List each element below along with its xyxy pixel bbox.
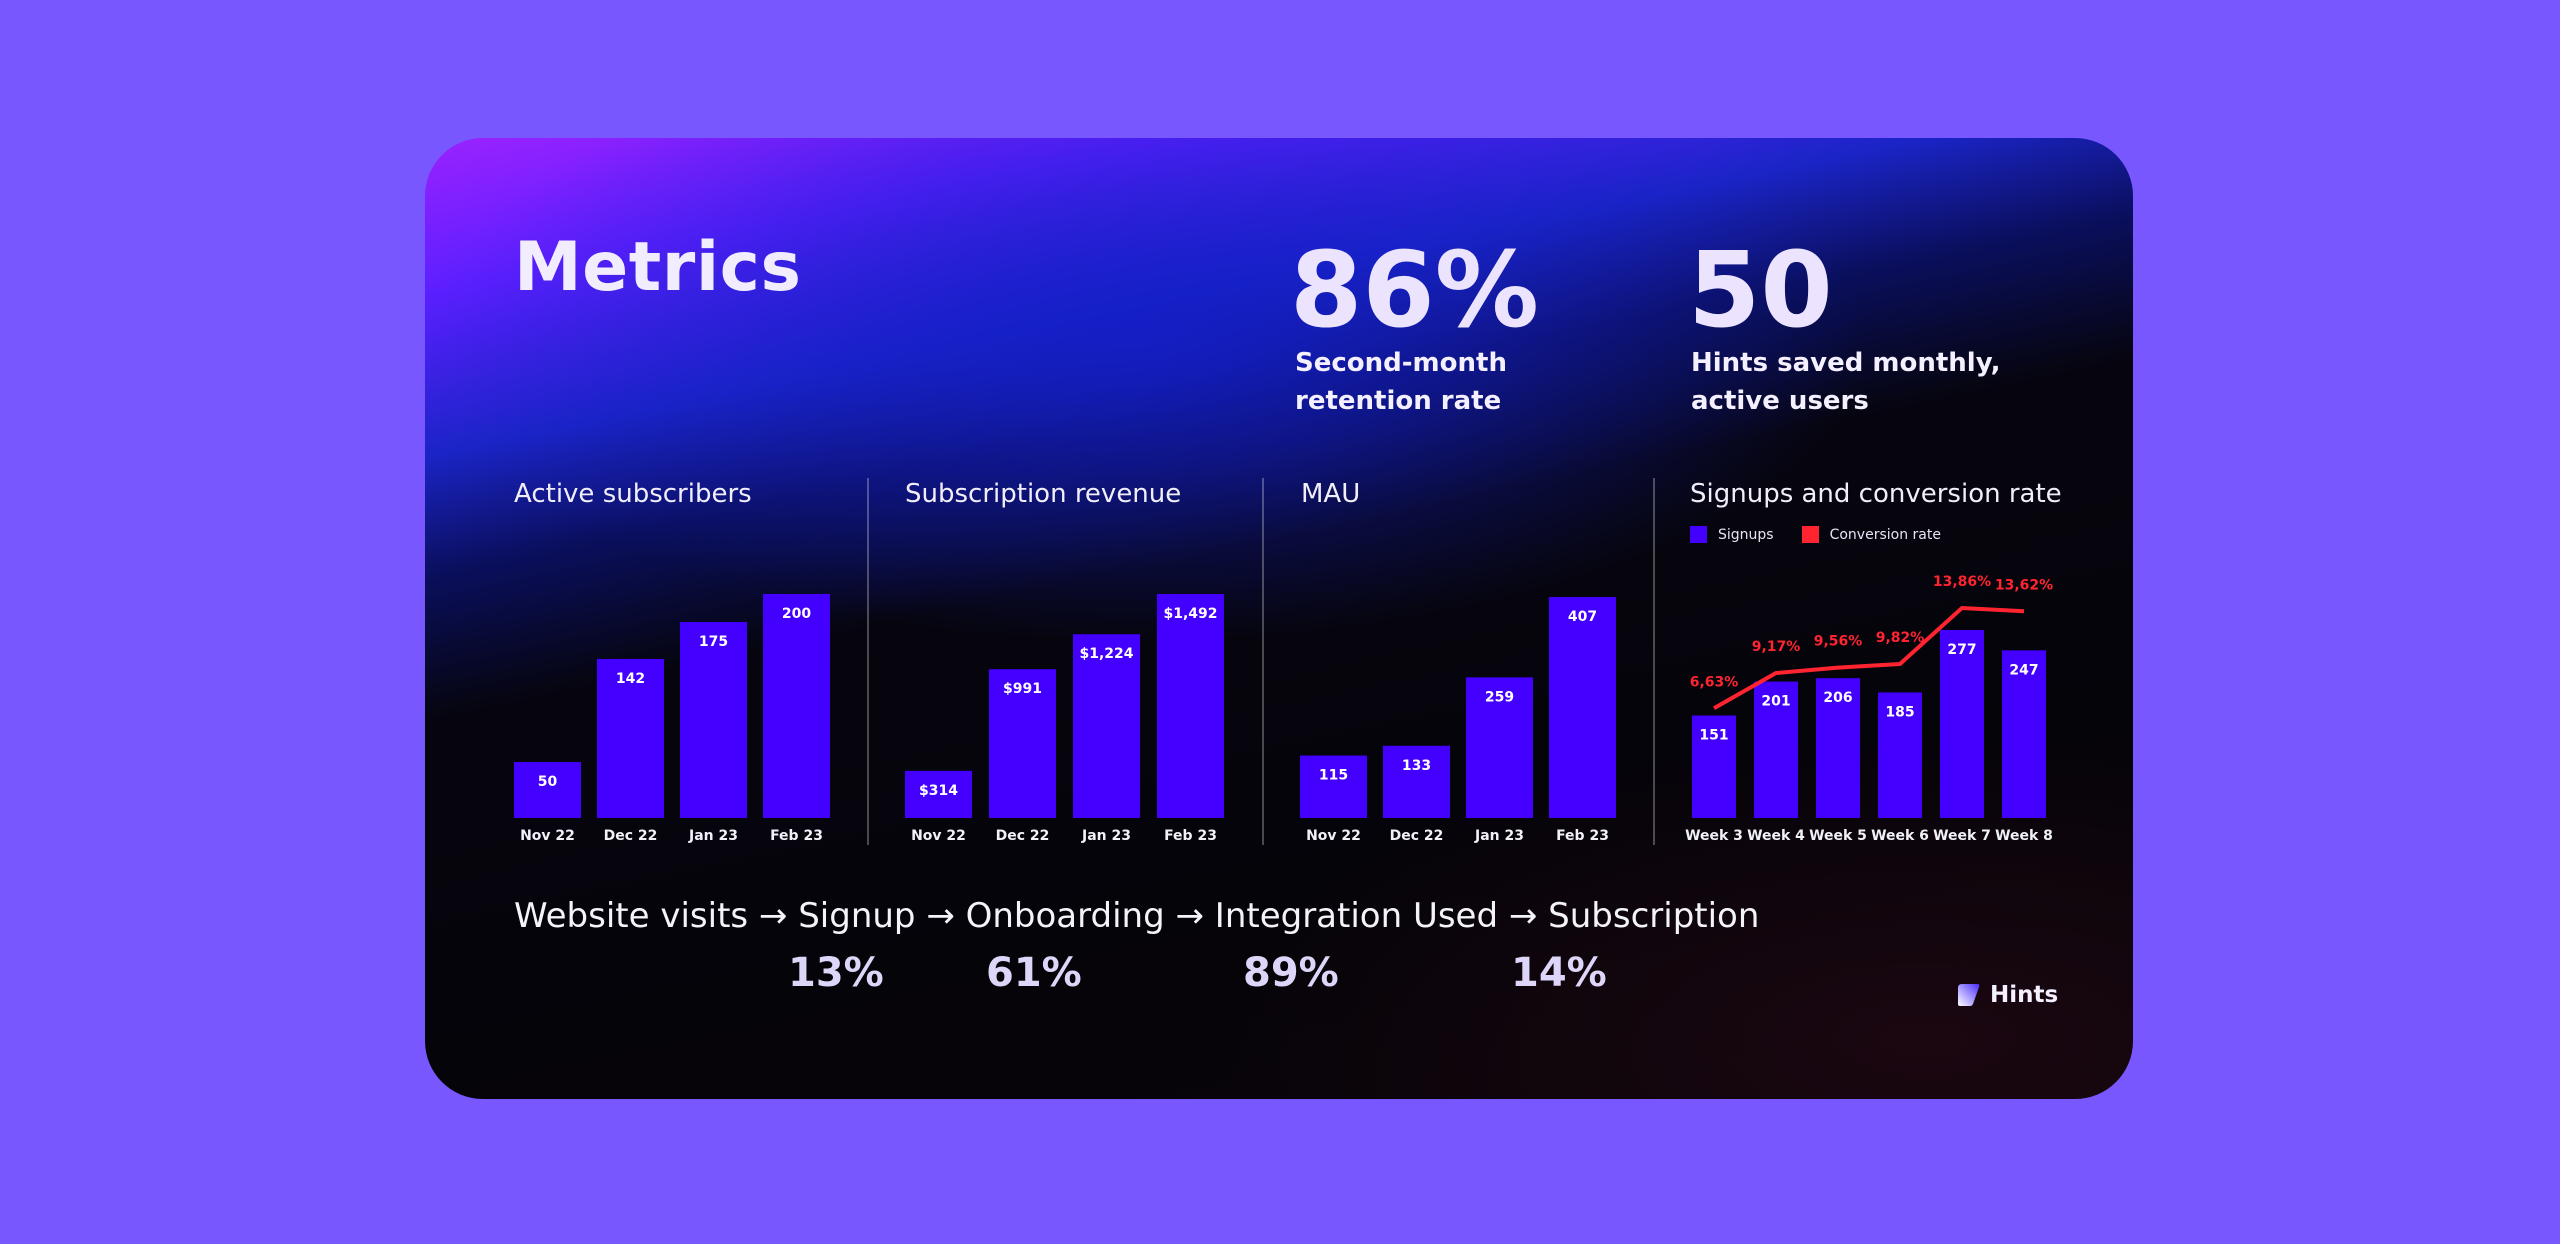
bar <box>514 762 581 818</box>
legend-swatch-conversion <box>1801 526 1819 543</box>
chart-title-mau: MAU <box>1301 479 1361 509</box>
x-tick-label: Nov 22 <box>911 828 966 844</box>
bar-data-label: 151 <box>1699 728 1728 744</box>
legend: Signups Conversion rate <box>1690 526 1941 543</box>
bar-data-label: 175 <box>699 634 728 650</box>
conversion-rate-line <box>1713 605 2025 710</box>
legend-label-signups: Signups <box>1718 526 1774 543</box>
bar <box>1878 692 1922 818</box>
x-tick-label: Feb 23 <box>1164 828 1217 844</box>
bar-data-label: $991 <box>1003 681 1042 697</box>
x-tick-label: Nov 22 <box>520 828 575 844</box>
conversion-rate-label: 9,56% <box>1814 634 1863 650</box>
kpi-retention-value: 86% <box>1290 229 1539 351</box>
bar <box>680 622 747 818</box>
bar-data-label: 185 <box>1885 704 1914 720</box>
conversion-rate-label: 6,63% <box>1690 674 1739 690</box>
brand-logo: Hints <box>1956 982 2058 1008</box>
bar-data-label: 247 <box>2009 662 2038 678</box>
bar <box>2002 650 2046 818</box>
divider <box>1653 478 1655 845</box>
kpi-hints-caption-line1: Hints saved monthly, <box>1691 348 2001 378</box>
legend-label-conversion: Conversion rate <box>1829 526 1941 543</box>
x-tick-label: Jan 23 <box>1474 828 1524 844</box>
bar <box>1692 715 1736 818</box>
bar <box>1549 597 1616 818</box>
conversion-rate-label: 13,62% <box>1995 577 2053 593</box>
divider <box>1262 478 1264 845</box>
bar <box>763 594 830 818</box>
kpi-retention-caption-line2: retention rate <box>1295 386 1502 416</box>
funnel-rate: 13% <box>788 950 884 996</box>
x-tick-label: Nov 22 <box>1306 828 1361 844</box>
x-tick-label: Feb 23 <box>770 828 823 844</box>
kpi-retention-caption-line1: Second-month <box>1295 348 1507 378</box>
bar-data-label: 115 <box>1319 768 1348 784</box>
bar-data-label: 200 <box>782 606 811 622</box>
x-tick-label: Week 8 <box>1995 828 2053 844</box>
bar <box>989 669 1056 818</box>
bar <box>1157 594 1224 818</box>
bar <box>597 658 664 818</box>
bar-data-label: 206 <box>1823 690 1852 706</box>
conversion-rate-label: 13,86% <box>1933 574 1991 590</box>
x-tick-label: Week 4 <box>1747 828 1805 844</box>
metrics-card <box>425 138 2133 1099</box>
kpi-hints-caption: Hints saved monthly, active users <box>1691 344 2001 420</box>
bar-data-label: 142 <box>616 671 645 687</box>
bar <box>1466 677 1533 818</box>
x-tick-label: Week 5 <box>1809 828 1867 844</box>
bar-data-label: $314 <box>919 783 958 799</box>
conversion-rate-label: 9,82% <box>1876 630 1925 646</box>
kpi-hints-value: 50 <box>1688 229 1833 351</box>
x-tick-label: Jan 23 <box>688 828 738 844</box>
bar <box>1073 634 1140 818</box>
bar <box>905 770 972 818</box>
bar <box>1300 755 1367 818</box>
bar <box>1754 681 1798 818</box>
bar-data-label: 407 <box>1568 609 1597 625</box>
brand-name: Hints <box>1990 982 2059 1008</box>
bar-data-label: 50 <box>538 774 558 790</box>
kpi-retention-caption: Second-month retention rate <box>1295 344 1507 420</box>
bar-data-label: $1,224 <box>1079 646 1133 662</box>
funnel-steps: Website visits → Signup → Onboarding → I… <box>514 896 1760 936</box>
funnel-rate: 14% <box>1511 950 1607 996</box>
x-tick-label: Dec 22 <box>996 828 1050 844</box>
funnel-rate: 61% <box>986 950 1082 996</box>
x-tick-label: Week 3 <box>1685 828 1743 844</box>
bar <box>1940 630 1984 818</box>
chart-title-subscription-revenue: Subscription revenue <box>905 479 1182 509</box>
x-tick-label: Feb 23 <box>1556 828 1609 844</box>
bar <box>1383 745 1450 818</box>
chart-title-active-subscribers: Active subscribers <box>514 479 752 509</box>
kpi-hints-caption-line2: active users <box>1691 386 1869 416</box>
bar-data-label: 277 <box>1947 642 1976 658</box>
x-tick-label: Week 7 <box>1933 828 1991 844</box>
bar-data-label: 133 <box>1402 758 1431 774</box>
conversion-rate-label: 9,17% <box>1752 639 1801 655</box>
chart-title-signups-conversion: Signups and conversion rate <box>1690 479 2062 509</box>
bar-data-label: 259 <box>1485 689 1514 705</box>
bar <box>1816 678 1860 818</box>
divider <box>867 478 869 845</box>
x-tick-label: Jan 23 <box>1081 828 1131 844</box>
hints-logo-icon <box>1958 984 1980 1006</box>
page-title: Metrics <box>514 228 802 307</box>
funnel-rate: 89% <box>1243 950 1339 996</box>
x-tick-label: Week 6 <box>1871 828 1929 844</box>
bar-data-label: 201 <box>1761 694 1790 710</box>
x-tick-label: Dec 22 <box>604 828 658 844</box>
x-tick-label: Dec 22 <box>1390 828 1444 844</box>
bar-data-label: $1,492 <box>1163 606 1217 622</box>
legend-swatch-signups <box>1690 526 1707 543</box>
